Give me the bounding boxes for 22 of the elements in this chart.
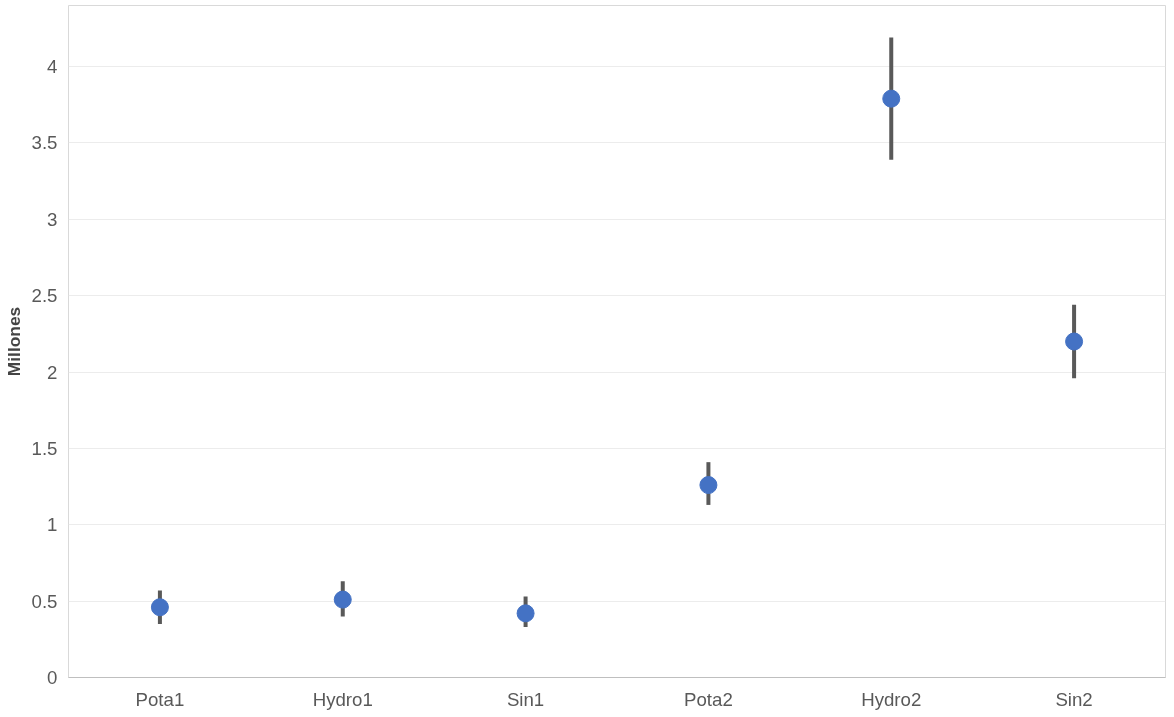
y-tick-label: 0 xyxy=(47,667,58,688)
y-tick-label: 2 xyxy=(47,361,58,383)
x-tick-label: Sin1 xyxy=(506,688,545,710)
x-tick-label: Hydro2 xyxy=(861,688,922,710)
y-axis-title: Millones xyxy=(3,306,24,377)
x-tick-label: Pota1 xyxy=(135,688,185,710)
y-tick-label: 2.5 xyxy=(31,285,58,307)
y-tick-label: 3 xyxy=(47,208,58,230)
y-tick-label: 0.5 xyxy=(31,590,58,612)
point xyxy=(1065,332,1084,351)
point xyxy=(150,598,169,617)
y-tick-label: 4 xyxy=(47,56,58,78)
point xyxy=(333,590,352,609)
y-tick-label: 1 xyxy=(47,514,58,536)
x-tick-label: Hydro1 xyxy=(312,688,373,710)
y-tick-label: 1.5 xyxy=(31,437,58,459)
point xyxy=(699,476,718,495)
y-tick-label: 3.5 xyxy=(31,132,58,154)
x-tick-label: Pota2 xyxy=(684,688,733,710)
x-tick-label: Sin2 xyxy=(1055,688,1093,710)
point xyxy=(516,604,535,623)
point xyxy=(882,89,901,108)
